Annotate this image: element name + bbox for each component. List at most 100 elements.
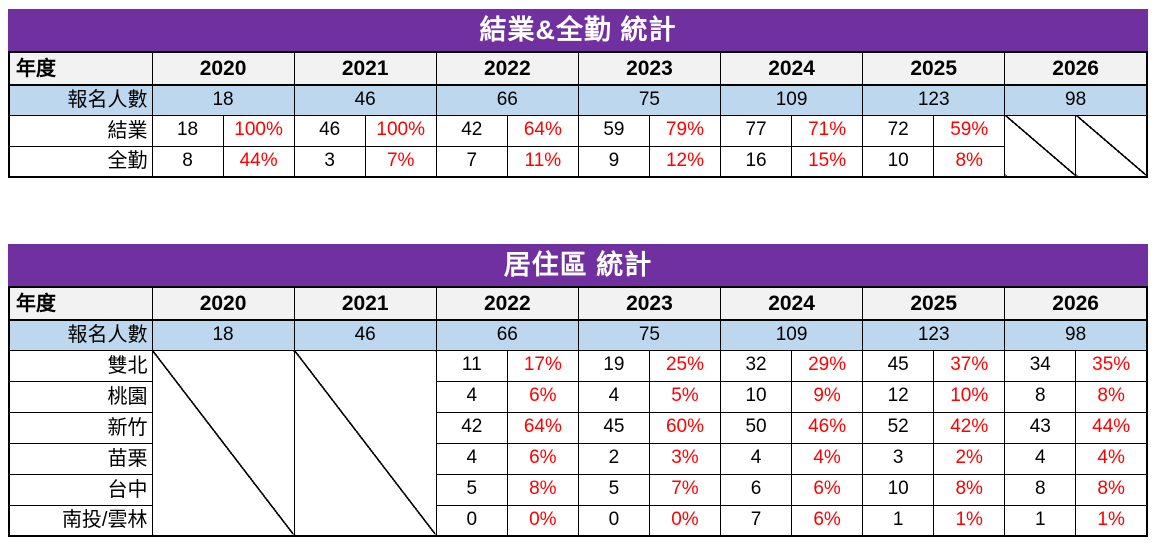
count-cell: 16	[719, 145, 793, 178]
percent-cell: 100%	[364, 114, 437, 147]
count-cell: 5	[577, 473, 650, 506]
percent-cell: 44%	[222, 145, 295, 178]
percent-cell: 10%	[933, 380, 1006, 413]
percent-cell: 64%	[506, 114, 579, 147]
percent-cell: 15%	[791, 145, 864, 178]
year-header-2026: 2026	[1004, 51, 1148, 86]
percent-cell: 44%	[1075, 411, 1148, 444]
count-cell: 45	[862, 349, 935, 382]
count-cell: 59	[577, 114, 650, 147]
enrollment-value: 123	[862, 319, 1006, 351]
percent-cell: 46%	[791, 411, 864, 444]
percent-cell: 7%	[648, 473, 722, 506]
diagonal-cell	[293, 349, 437, 537]
enrollment-value: 109	[719, 84, 864, 116]
year-header-2022: 2022	[435, 286, 579, 321]
row-label-region: 新竹	[8, 411, 153, 444]
percent-cell: 8%	[933, 473, 1006, 506]
percent-cell: 25%	[648, 349, 722, 382]
percent-cell: 0%	[648, 504, 722, 537]
count-cell: 10	[862, 145, 935, 178]
row-label-region: 台中	[8, 473, 153, 506]
residence-area-table: 居住區 統計 年度 2020 2021 2022 2023 2024 2025 …	[8, 244, 1148, 537]
count-cell: 77	[719, 114, 793, 147]
year-header-2020: 2020	[151, 51, 295, 86]
percent-cell: 8%	[933, 145, 1006, 178]
percent-cell: 17%	[506, 349, 579, 382]
count-cell: 45	[577, 411, 650, 444]
percent-cell: 79%	[648, 114, 722, 147]
count-cell: 5	[435, 473, 508, 506]
percent-cell: 42%	[933, 411, 1006, 444]
table2-year-label: 年度	[8, 286, 153, 321]
percent-cell: 6%	[791, 473, 864, 506]
count-cell: 12	[862, 380, 935, 413]
count-cell: 3	[293, 145, 366, 178]
count-cell: 0	[577, 504, 650, 537]
percent-cell: 0%	[506, 504, 579, 537]
percent-cell: 8%	[1075, 380, 1148, 413]
count-cell: 42	[435, 114, 508, 147]
year-header-2021: 2021	[293, 51, 437, 86]
count-cell: 50	[719, 411, 793, 444]
table2-title: 居住區 統計	[8, 244, 1148, 288]
percent-cell: 6%	[791, 504, 864, 537]
count-cell: 7	[719, 504, 793, 537]
year-header-2020: 2020	[151, 286, 295, 321]
enrollment-value: 18	[151, 319, 295, 351]
count-cell: 10	[719, 380, 793, 413]
percent-cell: 4%	[1075, 442, 1148, 475]
count-cell: 4	[1004, 442, 1077, 475]
percent-cell: 6%	[506, 442, 579, 475]
table2-enrollment-label: 報名人數	[8, 319, 153, 351]
percent-cell: 37%	[933, 349, 1006, 382]
table1-enrollment-label: 報名人數	[8, 84, 153, 116]
count-cell: 11	[435, 349, 508, 382]
percent-cell: 100%	[222, 114, 295, 147]
count-cell: 52	[862, 411, 935, 444]
year-header-2024: 2024	[719, 286, 864, 321]
percent-cell: 11%	[506, 145, 579, 178]
count-cell: 18	[151, 114, 224, 147]
diagonal-cell	[1075, 114, 1148, 178]
enrollment-value: 75	[577, 84, 722, 116]
enrollment-value: 98	[1004, 84, 1148, 116]
year-header-2026: 2026	[1004, 286, 1148, 321]
count-cell: 0	[435, 504, 508, 537]
percent-cell: 8%	[1075, 473, 1148, 506]
count-cell: 8	[151, 145, 224, 178]
count-cell: 72	[862, 114, 935, 147]
percent-cell: 3%	[648, 442, 722, 475]
percent-cell: 71%	[791, 114, 864, 147]
enrollment-value: 46	[293, 84, 437, 116]
count-cell: 3	[862, 442, 935, 475]
table1-year-label: 年度	[8, 51, 153, 86]
percent-cell: 60%	[648, 411, 722, 444]
year-header-2024: 2024	[719, 51, 864, 86]
count-cell: 43	[1004, 411, 1077, 444]
percent-cell: 9%	[791, 380, 864, 413]
year-header-2022: 2022	[435, 51, 579, 86]
count-cell: 10	[862, 473, 935, 506]
enrollment-value: 18	[151, 84, 295, 116]
completion-attendance-table: 結業&全勤 統計 年度 2020 2021 2022 2023 2024 202…	[8, 9, 1148, 178]
count-cell: 42	[435, 411, 508, 444]
row-label-region: 南投/雲林	[8, 504, 153, 537]
table1-title: 結業&全勤 統計	[8, 9, 1148, 53]
enrollment-value: 98	[1004, 319, 1148, 351]
count-cell: 2	[577, 442, 650, 475]
year-header-2025: 2025	[862, 51, 1006, 86]
enrollment-value: 66	[435, 84, 579, 116]
percent-cell: 2%	[933, 442, 1006, 475]
count-cell: 9	[577, 145, 650, 178]
percent-cell: 35%	[1075, 349, 1148, 382]
percent-cell: 8%	[506, 473, 579, 506]
enrollment-value: 123	[862, 84, 1006, 116]
count-cell: 1	[1004, 504, 1077, 537]
count-cell: 34	[1004, 349, 1077, 382]
row-label-region: 雙北	[8, 349, 153, 382]
count-cell: 32	[719, 349, 793, 382]
row-label-region: 苗栗	[8, 442, 153, 475]
percent-cell: 6%	[506, 380, 579, 413]
percent-cell: 64%	[506, 411, 579, 444]
